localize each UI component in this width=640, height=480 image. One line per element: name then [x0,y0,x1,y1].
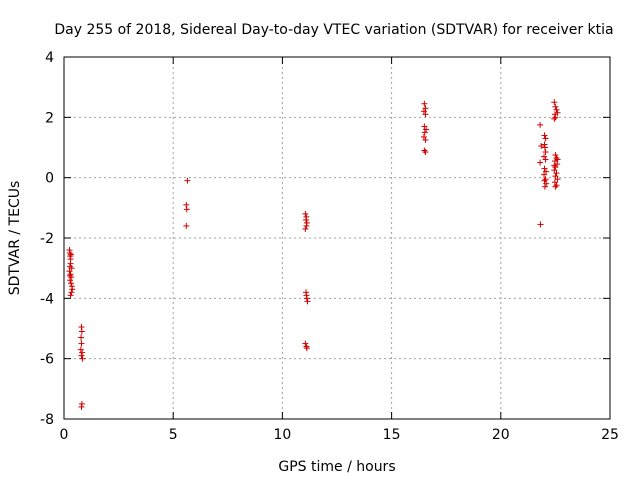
data-point [537,121,544,128]
data-point [79,349,86,356]
data-point [541,171,548,178]
y-tick-label: 2 [45,110,54,126]
data-point [553,155,560,162]
data-point [421,123,428,130]
data-point [551,99,558,106]
data-point [541,132,548,139]
data-point [421,129,428,136]
data-point [554,156,561,163]
x-tick-label: 10 [273,427,291,443]
data-point [541,165,548,172]
data-point [554,176,561,183]
data-point [553,182,560,189]
data-point [78,334,85,341]
data-point [78,328,85,335]
data-point [68,274,75,281]
grid-lines [64,57,610,419]
data-point [551,115,558,122]
data-point [552,103,559,110]
data-point [302,340,309,347]
axis-ticks: 0 5 10 15 20 25 -8 -6 -4 -2 0 2 4 [40,50,619,443]
data-point [68,289,75,296]
data-point [538,142,545,149]
data-point [78,352,85,359]
data-point [78,340,85,347]
data-point [541,183,548,190]
x-tick-label: 25 [601,427,619,443]
x-tick-label: 15 [383,427,401,443]
data-point [537,159,544,166]
x-tick-label: 20 [492,427,510,443]
data-point [551,162,558,169]
data-point [423,126,430,133]
data-point [67,271,74,278]
data-point [421,147,428,154]
data-point [422,149,429,156]
data-point [552,152,559,159]
data-point [422,136,429,143]
x-tick-label: 0 [60,427,69,443]
data-point [66,272,73,279]
data-point [78,403,85,410]
data-points [66,99,561,410]
data-point [420,133,427,140]
data-point [542,156,549,163]
y-tick-label: -6 [40,352,54,368]
data-point [67,260,74,267]
data-point [422,105,429,112]
data-point [302,210,309,217]
data-point [554,109,561,116]
data-point [67,251,74,258]
data-point [541,153,548,160]
data-point [304,298,311,305]
data-point [552,183,559,190]
data-point [422,111,429,118]
data-point [553,106,560,113]
y-tick-label: 4 [45,50,54,66]
x-tick-label: 5 [169,427,178,443]
data-point [420,108,427,115]
data-point [67,292,74,299]
data-point [302,225,309,232]
data-point [77,346,84,353]
data-point [553,170,560,177]
data-point [183,206,190,213]
data-point [542,135,549,142]
data-point [552,173,559,180]
data-point [303,345,310,352]
data-point [183,222,190,229]
data-point [541,144,548,151]
data-point [69,286,76,293]
data-point [543,168,550,175]
chart-title: Day 255 of 2018, Sidereal Day-to-day VTE… [54,22,613,38]
data-point [421,100,428,107]
data-point [541,177,548,184]
y-tick-label: -2 [40,231,54,247]
data-point [68,265,75,272]
x-axis-label: GPS time / hours [278,459,395,475]
data-point [184,177,191,184]
data-point [79,355,86,362]
data-point [302,216,309,223]
data-point [303,222,310,229]
y-axis-label: SDTVAR / TECUs [7,181,23,296]
data-point [67,280,74,287]
y-tick-label: 0 [45,171,54,187]
data-point [542,149,549,156]
y-tick-label: -4 [40,291,54,307]
data-point [303,295,310,302]
data-point [543,180,550,187]
data-point [542,176,549,183]
data-point [537,221,544,228]
y-tick-label: -8 [40,412,54,428]
